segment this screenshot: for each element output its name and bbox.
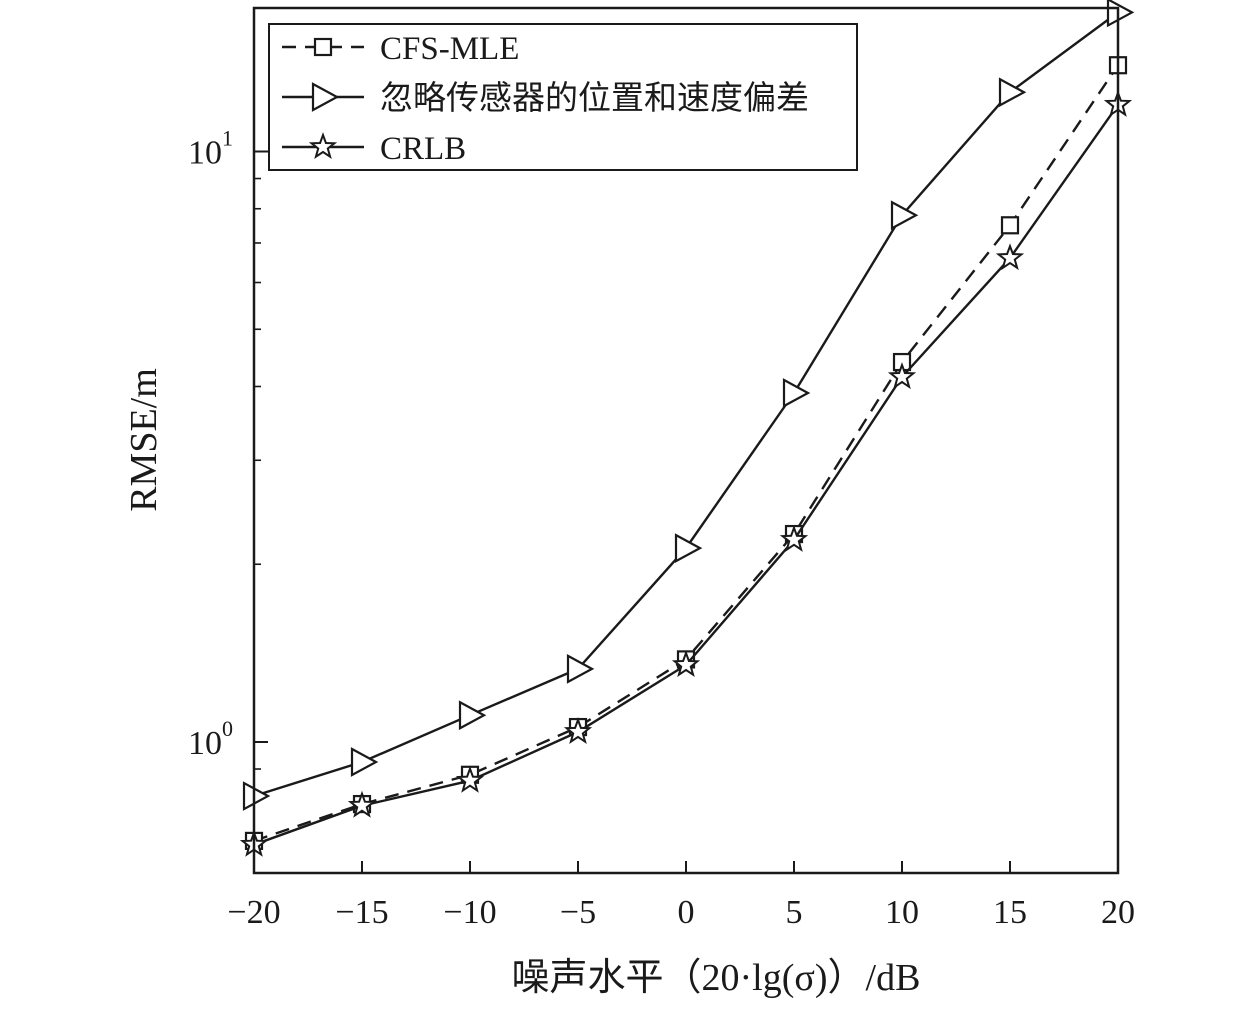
data-point [779, 524, 809, 552]
series-line [253, 64, 1119, 843]
x-tick-label: 15 [993, 894, 1027, 931]
y-axis-ticks: 100 101 [188, 126, 268, 762]
legend-entry: 忽略传感器的位置和速度偏差 [282, 80, 809, 117]
legend-marker-swatch [311, 82, 340, 112]
x-tick-label: −5 [560, 894, 596, 931]
data-point [671, 650, 701, 678]
series-3 [239, 89, 1133, 857]
x-tick-label: −20 [227, 894, 280, 931]
data-point [887, 362, 917, 390]
legend: CFS-MLE 忽略传感器的位置和速度偏差 CRLB [268, 23, 858, 171]
data-point [890, 200, 919, 231]
x-tick-label: −15 [335, 894, 388, 931]
data-point [566, 654, 595, 684]
legend-marker-swatch [308, 132, 338, 160]
y-tick-label: 101 [188, 126, 233, 172]
legend-box [268, 23, 858, 171]
data-point [998, 77, 1027, 108]
data-point [782, 378, 811, 408]
data-point [458, 700, 487, 731]
series-2 [242, 0, 1135, 811]
x-tick-label: −10 [443, 894, 496, 931]
data-point [674, 533, 703, 563]
data-point [350, 747, 379, 777]
legend-label: CFS-MLE [380, 31, 519, 67]
legend-entries: CFS-MLE 忽略传感器的位置和速度偏差 CRLB [282, 31, 809, 167]
x-tick-label: 10 [885, 894, 919, 931]
x-axis-ticks: −20 −15 −10 −5 0 5 10 15 20 [227, 861, 1135, 931]
series-line [253, 104, 1119, 846]
legend-label: CRLB [380, 131, 466, 167]
series-1 [244, 56, 1128, 851]
data-point [995, 243, 1025, 271]
data-point [347, 790, 377, 818]
data-point [455, 765, 485, 793]
y-tick-label: 100 [188, 716, 233, 762]
data-point [563, 716, 593, 745]
x-tick-label: 20 [1101, 894, 1135, 931]
data-point [1106, 0, 1135, 28]
legend-label: 忽略传感器的位置和速度偏差 [380, 80, 809, 117]
data-point [1000, 216, 1020, 235]
x-tick-label: 0 [678, 894, 695, 931]
x-tick-label: 5 [786, 894, 803, 931]
legend-marker-swatch [313, 37, 333, 57]
x-axis-label: 噪声水平（20·lg(σ)）/dB [512, 957, 921, 999]
data-point [242, 781, 271, 811]
y-axis-label: RMSE/m [123, 368, 165, 512]
legend-entry: CRLB [282, 131, 466, 167]
legend-entry: CFS-MLE [282, 31, 519, 67]
